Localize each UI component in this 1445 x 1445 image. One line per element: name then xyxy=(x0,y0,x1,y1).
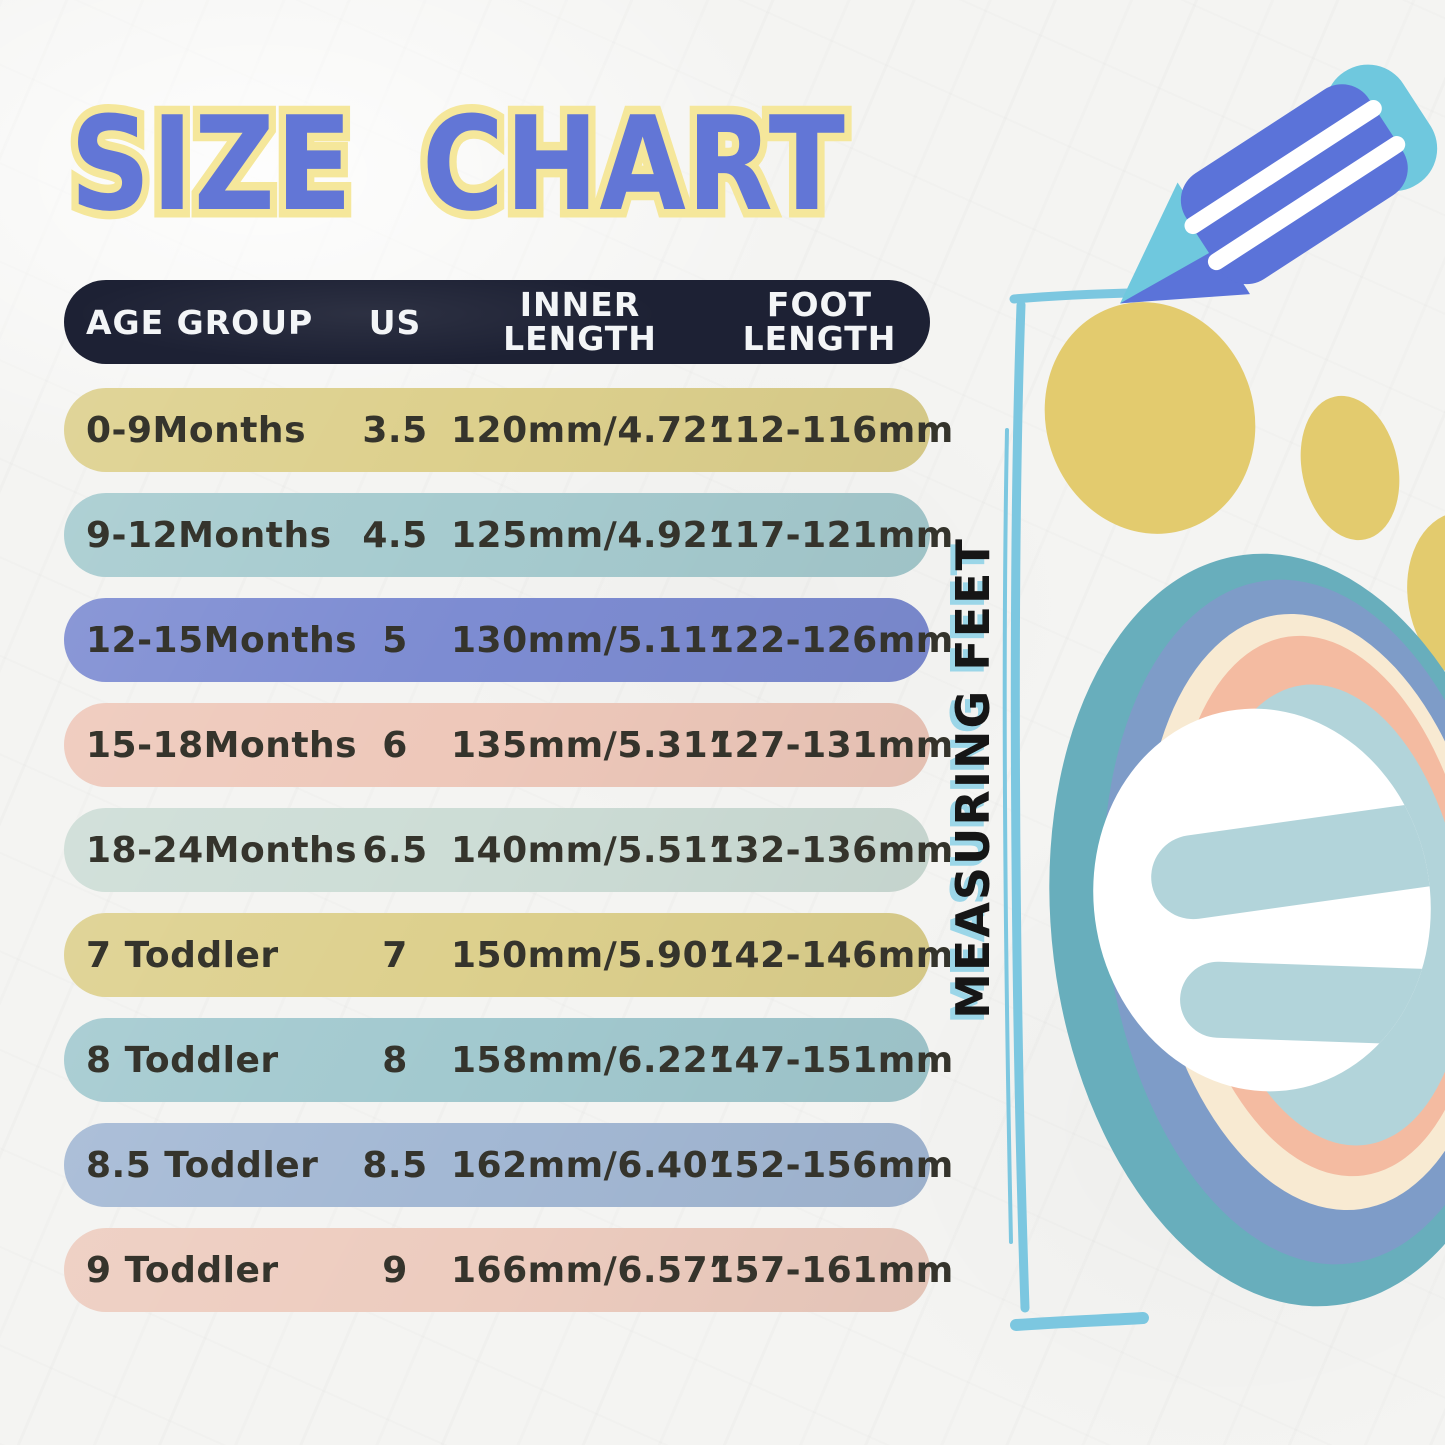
us-size-cell: 8.5 xyxy=(362,1144,428,1186)
inner-length-cell: 162mm/6.40” xyxy=(451,1144,733,1186)
age-group-cell: 0-9Months xyxy=(86,409,306,451)
table-row: 12-15Months 5 130mm/5.11” 122-126mm xyxy=(64,598,954,682)
measuring-feet-label: MEASURING FEET xyxy=(946,537,1000,1019)
pencil-icon xyxy=(1120,64,1438,304)
inner-length-cell: 166mm/6.57” xyxy=(451,1249,733,1291)
foot-length-cell: 157-161mm xyxy=(709,1249,954,1291)
inner-length-cell: 135mm/5.31” xyxy=(451,724,733,766)
foot-length-cell: 147-151mm xyxy=(709,1039,954,1081)
age-group-cell: 9-12Months xyxy=(86,514,332,556)
footprint-toes xyxy=(1044,302,1445,683)
page-title: SIZE CHART xyxy=(70,88,846,240)
age-group-cell: 18-24Months xyxy=(86,829,358,871)
age-group-cell: 15-18Months xyxy=(86,724,358,766)
us-size-cell: 6 xyxy=(382,724,408,766)
age-group-cell: 7 Toddler xyxy=(86,934,279,976)
us-size-cell: 5 xyxy=(382,619,408,661)
sketch-frame-lines xyxy=(1002,287,1167,1331)
foot-length-cell: 112-116mm xyxy=(709,409,954,451)
footprint-icon xyxy=(1044,302,1445,1307)
foot-length-cell: 152-156mm xyxy=(709,1144,954,1186)
table-body: 0-9Months 3.5 120mm/4.72” 112-116mm 9-12… xyxy=(64,388,954,1312)
table-row: 8 Toddler 8 158mm/6.22” 147-151mm xyxy=(64,1018,954,1102)
column-header-age-group: AGE GROUP xyxy=(86,302,314,342)
us-size-cell: 4.5 xyxy=(362,514,428,556)
table-row: 15-18Months 6 135mm/5.31” 127-131mm xyxy=(64,703,954,787)
us-size-cell: 7 xyxy=(382,934,408,976)
inner-length-cell: 140mm/5.51” xyxy=(451,829,733,871)
foot-length-cell: 132-136mm xyxy=(709,829,954,871)
foot-length-cell: 117-121mm xyxy=(709,514,954,556)
column-header-inner-length: INNER LENGTH xyxy=(503,285,657,358)
age-group-cell: 8.5 Toddler xyxy=(86,1144,319,1186)
foot-arch-detail xyxy=(1151,800,1445,1047)
us-size-cell: 6.5 xyxy=(362,829,428,871)
foot-length-cell: 142-146mm xyxy=(709,934,954,976)
age-group-cell: 9 Toddler xyxy=(86,1249,279,1291)
size-table: AGE GROUP US INNER LENGTH FOOT LENGTH 0-… xyxy=(64,280,954,1333)
table-row: 7 Toddler 7 150mm/5.90” 142-146mm xyxy=(64,913,954,997)
table-row: 18-24Months 6.5 140mm/5.51” 132-136mm xyxy=(64,808,954,892)
inner-length-cell: 158mm/6.22” xyxy=(451,1039,733,1081)
age-group-cell: 8 Toddler xyxy=(86,1039,279,1081)
age-group-cell: 12-15Months xyxy=(86,619,358,661)
table-row: 0-9Months 3.5 120mm/4.72” 112-116mm xyxy=(64,388,954,472)
footprint-pad xyxy=(1049,553,1445,1307)
inner-length-cell: 150mm/5.90” xyxy=(451,934,733,976)
us-size-cell: 9 xyxy=(382,1249,408,1291)
column-header-foot-length: FOOT LENGTH xyxy=(742,285,897,358)
table-row: 9 Toddler 9 166mm/6.57” 157-161mm xyxy=(64,1228,954,1312)
us-size-cell: 3.5 xyxy=(362,409,428,451)
table-row: 8.5 Toddler 8.5 162mm/6.40” 152-156mm xyxy=(64,1123,954,1207)
column-header-us: US xyxy=(368,302,422,342)
foot-length-cell: 127-131mm xyxy=(709,724,954,766)
foot-length-cell: 122-126mm xyxy=(709,619,954,661)
inner-length-cell: 130mm/5.11” xyxy=(451,619,733,661)
table-header-row: AGE GROUP US INNER LENGTH FOOT LENGTH xyxy=(64,280,930,364)
us-size-cell: 8 xyxy=(382,1039,408,1081)
inner-length-cell: 120mm/4.72” xyxy=(451,409,733,451)
inner-length-cell: 125mm/4.92” xyxy=(451,514,733,556)
table-row: 9-12Months 4.5 125mm/4.92” 117-121mm xyxy=(64,493,954,577)
